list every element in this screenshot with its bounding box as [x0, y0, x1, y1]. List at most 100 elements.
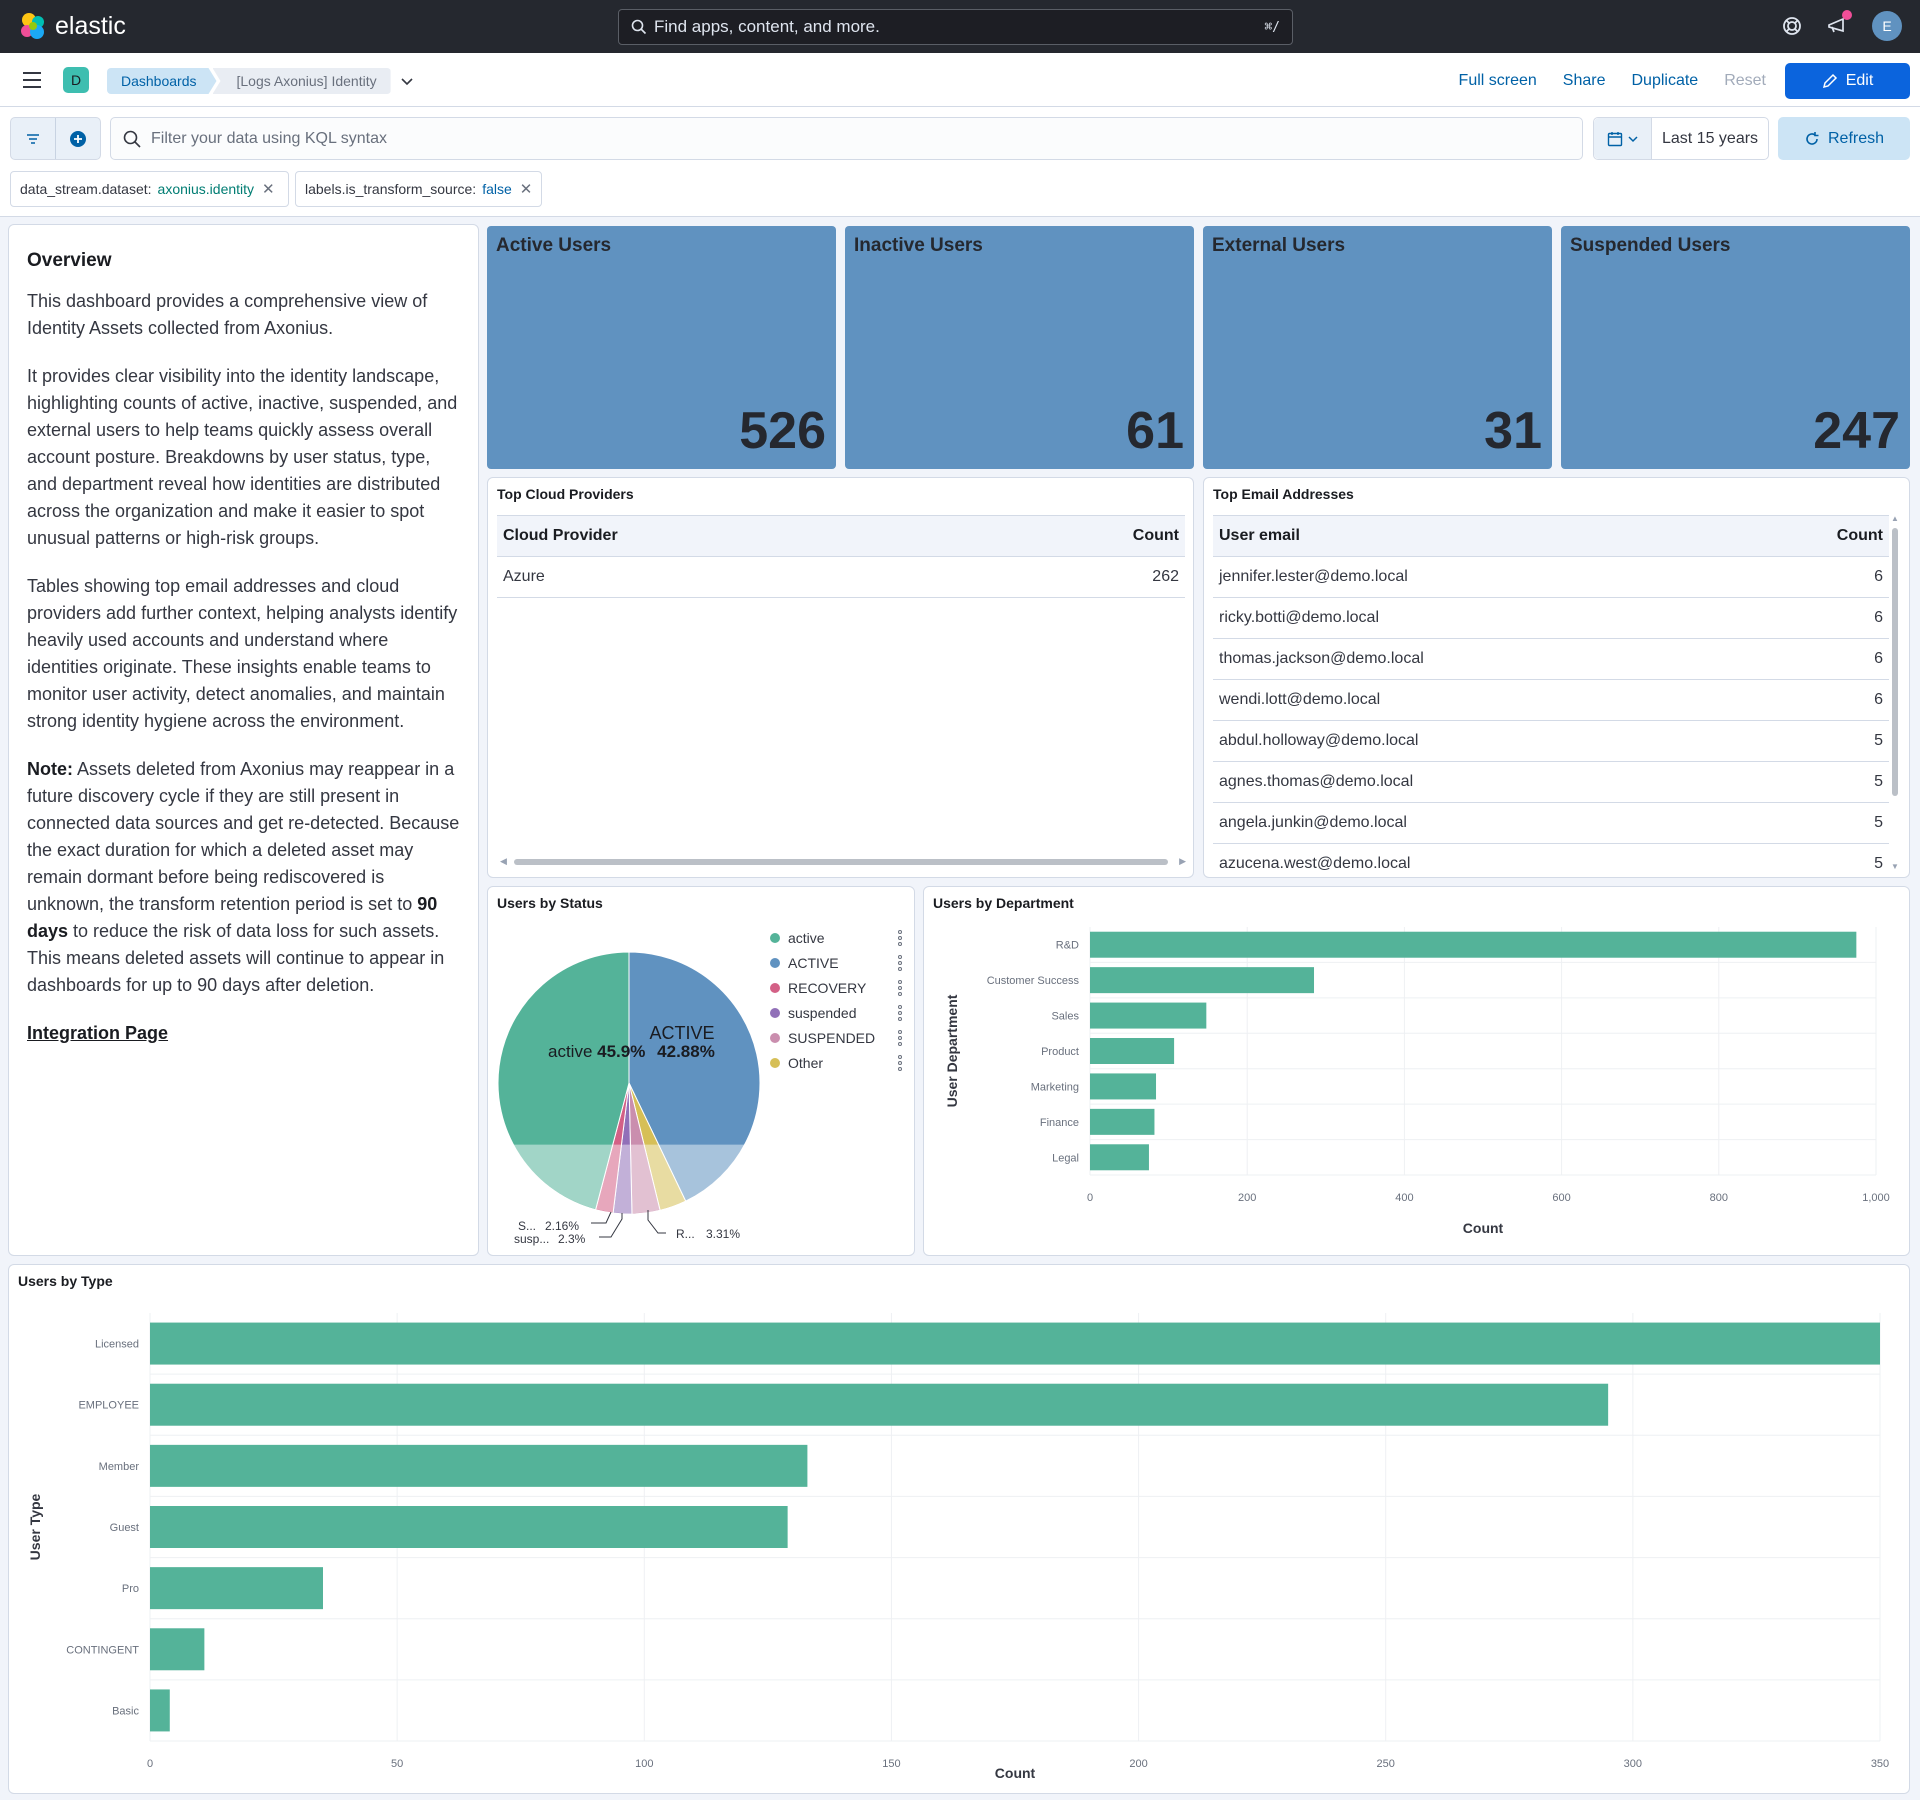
x-tick-label: 1,000 — [1862, 1192, 1890, 1204]
table-cell: 6 — [1745, 679, 1889, 721]
legend-item[interactable]: Other — [770, 1050, 902, 1075]
column-header[interactable]: Count — [1745, 515, 1889, 557]
close-icon[interactable]: ✕ — [519, 181, 533, 198]
brand-name: elastic — [55, 11, 126, 40]
pie-label-active: active 45.9% — [548, 1042, 645, 1061]
more-options-icon[interactable] — [898, 929, 902, 946]
pie-highlight-band — [513, 1144, 745, 1214]
legend-item[interactable]: active — [770, 925, 902, 950]
user-avatar[interactable]: E — [1872, 11, 1902, 41]
elastic-logo[interactable]: elastic — [18, 11, 126, 41]
filter-pill-transform-source[interactable]: labels.is_transform_source: false ✕ — [295, 171, 542, 207]
hamburger-menu-icon[interactable] — [22, 71, 42, 89]
x-tick-label: 800 — [1710, 1192, 1728, 1204]
legend-item[interactable]: RECOVERY — [770, 975, 902, 1000]
breadcrumb-dashboards[interactable]: Dashboards — [107, 68, 217, 94]
pencil-icon — [1822, 73, 1837, 89]
x-tick-label: 0 — [1087, 1192, 1093, 1204]
filter-value: axonius.identity — [157, 181, 255, 197]
filter-icon — [27, 133, 39, 144]
pie-label-active-upper: ACTIVE — [649, 1023, 714, 1043]
news-feed-button[interactable] — [1826, 9, 1852, 40]
duplicate-button[interactable]: Duplicate — [1631, 72, 1699, 89]
search-icon — [123, 130, 141, 148]
kql-search-input[interactable]: Filter your data using KQL syntax — [110, 117, 1583, 160]
column-header[interactable]: User email — [1213, 515, 1746, 557]
x-tick-label: 0 — [147, 1758, 153, 1770]
share-button[interactable]: Share — [1562, 72, 1606, 89]
chevron-down-icon — [1627, 135, 1638, 142]
table-cell: 5 — [1745, 843, 1889, 877]
add-filter-button[interactable] — [55, 118, 100, 159]
more-options-icon[interactable] — [898, 979, 902, 996]
type-bar-chart: 0 50 100 150 200 250 300 350 Licensed EMPLOYEE Mem… — [27, 1313, 1889, 1781]
close-icon[interactable]: ✕ — [262, 181, 275, 198]
refresh-button[interactable]: Refresh — [1778, 117, 1910, 160]
x-tick-label: 200 — [1129, 1758, 1147, 1770]
overview-paragraph: It provides clear visibility into the id… — [27, 366, 458, 548]
users-by-type-panel: Users by Type 0 50 100 150 200 250 300 350 Licen… — [8, 1264, 1910, 1794]
legend-label: SUSPENDED — [788, 1029, 876, 1046]
table-row: jennifer.lester@demo.local 6 — [1213, 556, 1889, 598]
reset-button[interactable]: Reset — [1724, 72, 1766, 89]
bar-sales — [1090, 1002, 1207, 1029]
global-search-input[interactable]: Find apps, content, and more. ⌘/ — [618, 9, 1293, 45]
column-header[interactable]: Cloud Provider — [497, 515, 969, 557]
filter-menu-button[interactable] — [11, 118, 55, 159]
bar-marketing — [1090, 1073, 1157, 1100]
date-picker[interactable]: Last 15 years — [1593, 117, 1769, 160]
more-options-icon[interactable] — [898, 1054, 902, 1071]
y-axis-label: User Type — [27, 1493, 43, 1560]
chevron-down-icon[interactable] — [399, 73, 415, 89]
y-tick-label: Pro — [122, 1583, 139, 1595]
query-bar: Filter your data using KQL syntax Last 1… — [0, 107, 1920, 217]
more-options-icon[interactable] — [898, 1004, 902, 1021]
legend-label: Other — [788, 1054, 824, 1071]
cloud-providers-panel: Top Cloud Providers Cloud Provider Count … — [487, 477, 1194, 878]
bar-finance — [1090, 1108, 1155, 1135]
table-row: abdul.holloway@demo.local 5 — [1213, 720, 1889, 762]
metric-title: External Users — [1212, 235, 1346, 256]
metric-title: Active Users — [496, 235, 612, 256]
cloud-providers-table: Cloud Provider Count Azure 262 — [497, 515, 1185, 598]
bar-contingent — [150, 1628, 205, 1671]
legend-item[interactable]: ACTIVE — [770, 950, 902, 975]
legend-color-swatch — [770, 932, 780, 943]
bar-guest — [150, 1506, 788, 1548]
table-cell: agnes.thomas@demo.local — [1213, 761, 1746, 803]
legend-label: RECOVERY — [788, 979, 867, 996]
filter-value: false — [482, 181, 512, 197]
global-search-placeholder: Find apps, content, and more. — [654, 17, 880, 36]
legend-item[interactable]: SUSPENDED — [770, 1025, 902, 1050]
integration-page-link[interactable]: Integration Page — [27, 1023, 169, 1043]
plus-circle-icon — [70, 130, 86, 147]
y-tick-label: EMPLOYEE — [78, 1400, 139, 1412]
filter-pill-dataset[interactable]: data_stream.dataset: axonius.identity ✕ — [10, 171, 289, 207]
more-options-icon[interactable] — [898, 1029, 902, 1046]
table-row: Azure 262 — [497, 556, 1185, 598]
x-tick-label: 600 — [1552, 1192, 1570, 1204]
filter-field: data_stream.dataset: — [20, 181, 152, 197]
full-screen-button[interactable]: Full screen — [1458, 72, 1537, 89]
vertical-scrollbar[interactable]: ▲ ▼ — [1891, 514, 1899, 871]
pie-outer-pct: 3.31% — [706, 1227, 740, 1241]
x-tick-label: 200 — [1238, 1192, 1256, 1204]
edit-button[interactable]: Edit — [1785, 63, 1910, 99]
column-header[interactable]: Count — [968, 515, 1185, 557]
table-cell: 6 — [1745, 556, 1889, 598]
pie-outer-label: R... — [676, 1227, 695, 1241]
table-cell: 5 — [1745, 720, 1889, 762]
quick-select-button[interactable] — [1594, 118, 1652, 159]
help-icon[interactable] — [1782, 16, 1802, 36]
more-options-icon[interactable] — [898, 954, 902, 971]
bar-employee — [150, 1383, 1609, 1426]
table-cell: angela.junkin@demo.local — [1213, 802, 1746, 844]
overview-panel: Overview This dashboard provides a compr… — [8, 224, 479, 1256]
space-badge[interactable]: D — [63, 67, 89, 93]
y-tick-label: Member — [99, 1461, 140, 1473]
horizontal-scrollbar[interactable]: ◀ ▶ — [500, 856, 1186, 866]
pie-leader-line — [591, 1211, 612, 1224]
panel-title: Users by Department — [933, 895, 1074, 911]
table-row: thomas.jackson@demo.local 6 — [1213, 638, 1889, 680]
legend-item[interactable]: suspended — [770, 1000, 902, 1025]
